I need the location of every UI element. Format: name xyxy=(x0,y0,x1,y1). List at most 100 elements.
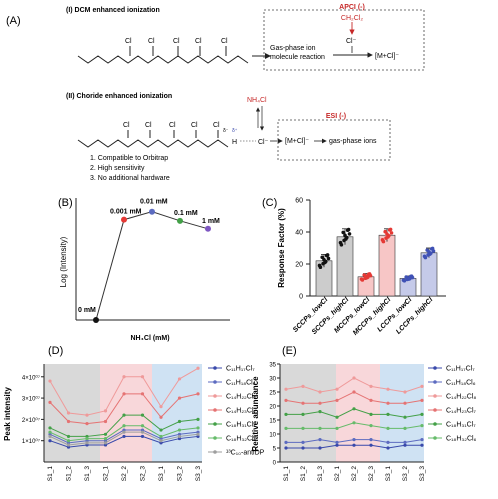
panel-c-tick-label: 0 xyxy=(299,294,303,301)
delta-plus-label: δ⁺ xyxy=(232,128,238,134)
series-point xyxy=(140,434,145,439)
series-point xyxy=(318,446,322,450)
panel-c-dot xyxy=(410,275,415,280)
panel-c-tick-label: 60 xyxy=(295,198,303,205)
legend-marker xyxy=(213,450,217,454)
chain-1-cl: Cl xyxy=(221,38,228,45)
series-point xyxy=(284,398,288,402)
series-point xyxy=(301,412,305,416)
panel-c-bar xyxy=(420,252,438,297)
series-point xyxy=(85,441,89,445)
series-point xyxy=(177,428,182,432)
chain-1-cl: Cl xyxy=(173,38,180,45)
apci-box xyxy=(263,9,425,71)
series-point xyxy=(335,426,339,430)
legend-label: C₁₈H₃₂Cl₆ xyxy=(446,436,477,443)
legend-label: C₁₈H₃₂Cl₆ xyxy=(226,436,257,443)
x-tick-label: S2_2 xyxy=(121,466,128,482)
series-point xyxy=(386,412,390,416)
panel-c-dot xyxy=(426,253,430,257)
series-point xyxy=(352,390,356,394)
panel-c-dot xyxy=(431,249,436,253)
panel-e-ylabel: Relative abundance xyxy=(251,376,260,452)
series-point xyxy=(318,390,322,394)
series-point xyxy=(335,443,339,447)
series-point xyxy=(369,384,373,388)
series-point xyxy=(335,440,339,444)
esi-title: ESI (-) xyxy=(326,113,346,120)
panel-c-category-label: MCCPs_highCl xyxy=(352,296,393,337)
series-point xyxy=(420,412,424,416)
series-point xyxy=(420,398,424,402)
panel-c-dot xyxy=(387,233,391,238)
legend-marker xyxy=(213,394,217,398)
panel-b-point xyxy=(149,208,155,215)
y-tick-label: 4×10⁰⁷ xyxy=(22,374,40,381)
series-point xyxy=(196,426,200,430)
panel-c-dot xyxy=(408,276,412,281)
panel-c-dot xyxy=(381,239,386,244)
x-tick-label: S1_3 xyxy=(84,466,91,482)
chain-1-cl: Cl xyxy=(125,38,132,45)
panel-d-band-s3 xyxy=(152,364,202,462)
series-point xyxy=(122,434,126,439)
y-tick-label: 2×10⁰⁷ xyxy=(22,417,40,424)
panel-e-band-s2 xyxy=(336,364,380,462)
panel-e-legend: C₁₁H₁₇Cl₇ C₁₁H₁₈Cl₆ C₁₄H₂₂Cl₈ C₁₄H₂₃Cl₇ C₁₈H… xyxy=(428,366,477,443)
series-point xyxy=(103,432,108,436)
y-tick-label: 25 xyxy=(269,391,276,397)
series-point xyxy=(318,426,322,430)
panel-c-dot xyxy=(423,255,428,260)
esi-box xyxy=(277,119,391,161)
x-tick-label: S1_2 xyxy=(300,466,307,482)
panel-d-band-s2 xyxy=(100,364,152,462)
x-tick-label: S3_3 xyxy=(195,466,202,482)
panel-c-ticks: 0 20 40 60 xyxy=(295,198,310,301)
advantage-item: 2. High sensitivity xyxy=(90,165,145,172)
series-point xyxy=(66,434,71,439)
panel-c-bar xyxy=(336,236,354,297)
cl-ion-label: Cl⁻ xyxy=(258,139,269,146)
series-point xyxy=(352,438,356,442)
panel-b-point-label: 0 mM xyxy=(78,307,96,314)
panel-c-dot xyxy=(368,273,373,278)
panel-c: (C) Response Factor (%) 0 20 40 60 SCCPs_lo… xyxy=(262,197,446,337)
panel-c-category-label: SCCPs_lowCl xyxy=(292,296,330,334)
panel-c-dot xyxy=(324,259,328,264)
x-tick-label: S3_2 xyxy=(177,466,184,482)
chain-2-cl: Cl xyxy=(213,122,220,129)
apci-product: [M+Cl]⁻ xyxy=(375,53,399,60)
x-tick-label: S2_1 xyxy=(334,466,341,482)
panel-d-xticks: S1_1 S1_2 S1_3 S2_1 S2_2 S2_3 S3_1 S3_2 S3_3 xyxy=(47,466,202,482)
legend-marker xyxy=(213,366,217,370)
chain-1-cl: Cl xyxy=(148,38,155,45)
series-point xyxy=(369,424,373,428)
panel-a-label: (A) xyxy=(6,15,21,27)
panel-d-yticks: 1×10⁰⁷ 2×10⁰⁷ 3×10⁰⁷ 4×10⁰⁷ xyxy=(22,374,44,445)
legend-marker xyxy=(433,422,437,426)
series-point xyxy=(301,446,305,450)
panel-e-series xyxy=(284,376,424,450)
x-tick-label: S2_3 xyxy=(368,466,375,482)
legend-label: C₁₁H₁₈Cl₆ xyxy=(446,380,476,387)
panel-c-tick-label: 20 xyxy=(295,262,303,269)
panel-b-line xyxy=(95,211,209,321)
panel-b-point-label: 0.001 mM xyxy=(110,209,142,216)
series-point xyxy=(284,446,288,450)
panel-c-dot xyxy=(429,251,433,256)
y-tick-label: 5 xyxy=(273,447,277,453)
series-point xyxy=(318,410,322,414)
panel-c-dot xyxy=(326,256,331,261)
panel-d-label: (D) xyxy=(48,345,63,357)
series-point xyxy=(196,366,200,370)
panel-c-label: (C) xyxy=(262,197,277,209)
series-point xyxy=(386,401,390,405)
chain-2 xyxy=(77,139,229,148)
chain-2-cl-group: Cl Cl Cl Cl Cl xyxy=(123,122,220,138)
panel-c-dot xyxy=(389,231,394,235)
series-point xyxy=(284,387,288,391)
panel-b-point-label: 0.01 mM xyxy=(140,199,168,206)
panel-b-point xyxy=(205,225,211,232)
apci-reaction-line2: molecule reaction xyxy=(270,54,325,61)
